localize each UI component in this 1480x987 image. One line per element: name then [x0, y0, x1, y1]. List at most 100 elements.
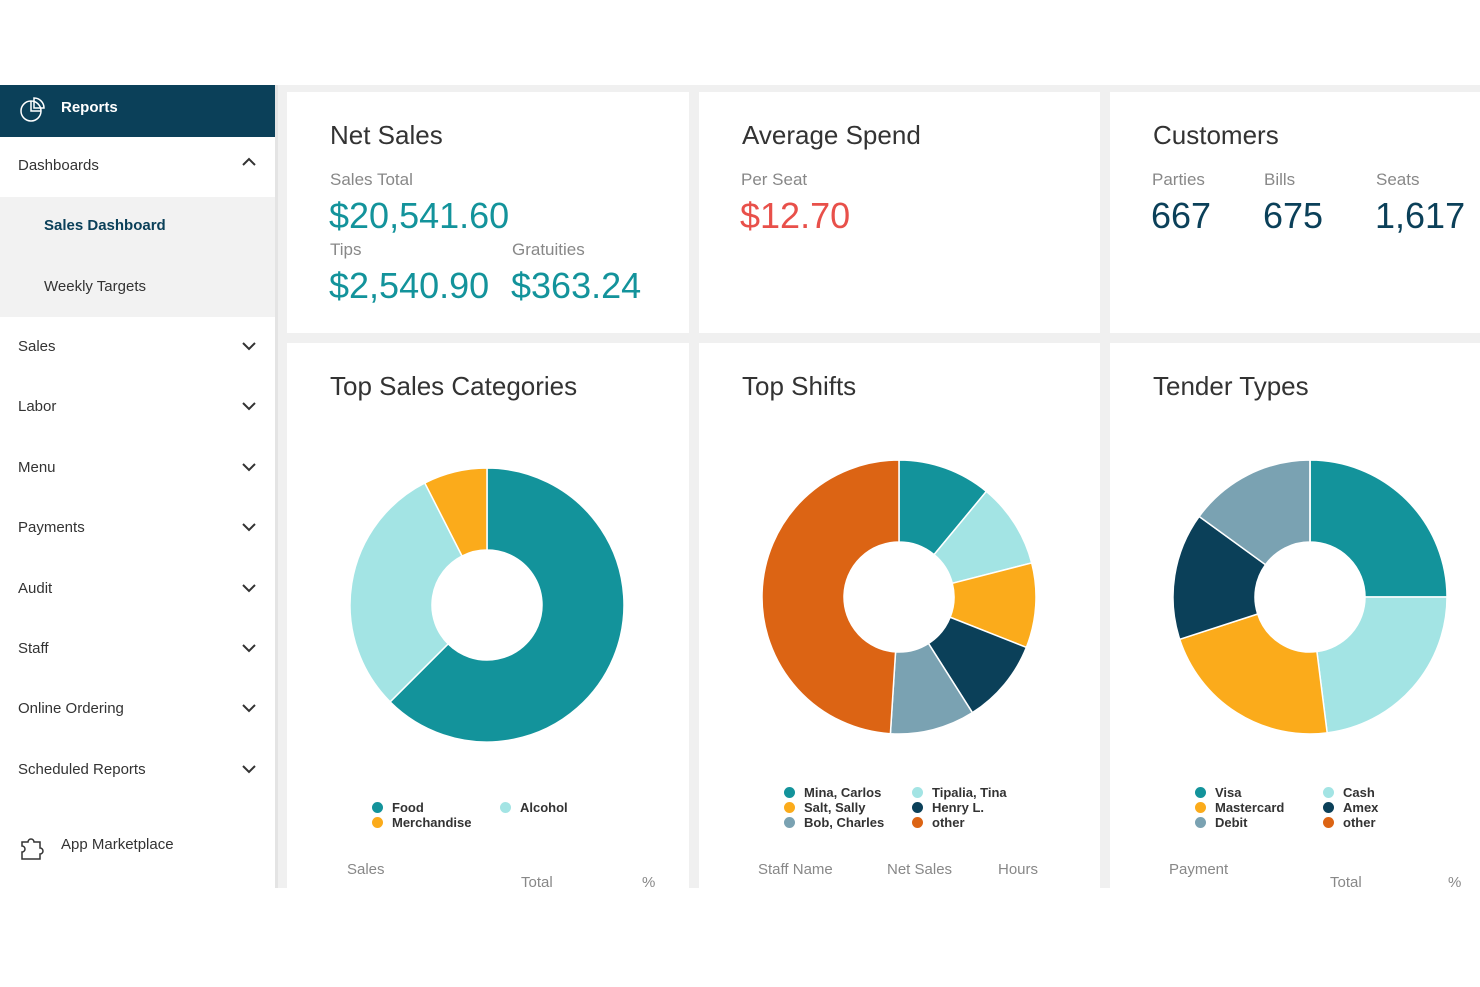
metric-label: Seats: [1376, 170, 1420, 189]
legend: Food Alcohol Merchandise: [372, 800, 628, 830]
chart-card: Top Sales Categories Food Alcohol Merchandi…: [287, 343, 689, 888]
metric-label: Per Seat: [741, 170, 808, 189]
nav-item[interactable]: Sales: [18, 338, 56, 355]
legend-item: Debit: [1195, 815, 1323, 830]
kpi-card: Net Sales Sales Total $20,541.60 Tips $2…: [287, 92, 689, 333]
legend-label: Bob, Charles: [804, 815, 885, 830]
nav-child-active[interactable]: Sales Dashboard: [44, 217, 166, 234]
legend-item: Amex: [1323, 800, 1451, 815]
metric-label: Gratuities: [512, 240, 585, 259]
nav-footer[interactable]: App Marketplace: [61, 836, 174, 853]
donut-slice: [1198, 459, 1311, 566]
chevron-line: [242, 463, 256, 472]
nav-item[interactable]: Dashboards: [18, 157, 99, 174]
metric-value: $363.24: [511, 265, 642, 306]
nav-child[interactable]: Weekly Targets: [44, 278, 146, 295]
metric-label: Parties: [1152, 170, 1205, 189]
legend-swatch: [1195, 817, 1206, 828]
chevron-down: [242, 583, 256, 593]
donut-slice: [389, 467, 625, 743]
legend-item: Mina, Carlos: [784, 785, 912, 800]
legend-label: Tipalia, Tina: [932, 785, 1007, 800]
chevron-line: [242, 583, 256, 593]
legend-label: other: [932, 815, 965, 830]
chevron-line: [242, 765, 256, 774]
chevron-down: [242, 704, 256, 713]
metric-value: 667: [1151, 195, 1212, 236]
column-header: Hours: [998, 861, 1039, 878]
card-title: Tender Types: [1153, 371, 1309, 401]
legend-swatch: [912, 802, 923, 813]
column-header: Net Sales: [887, 861, 953, 878]
card-title: Average Spend: [742, 120, 921, 150]
legend-swatch: [1323, 802, 1334, 813]
column-header: %: [642, 874, 656, 888]
metric-value: $20,541.60: [329, 195, 510, 236]
metric-label: Bills: [1264, 170, 1296, 189]
donut-slice: [1316, 596, 1448, 734]
nav-item[interactable]: Audit: [18, 579, 53, 597]
legend-swatch: [784, 802, 795, 813]
metric-value: 1,617: [1375, 195, 1466, 236]
legend-item: Tipalia, Tina: [912, 785, 1040, 800]
marketplace-icon: [21, 838, 44, 860]
legend: Visa Cash Mastercard Amex Debit other: [1195, 785, 1451, 830]
donut-slice: [423, 467, 488, 558]
donut-slice: [1178, 613, 1329, 735]
legend-label: Amex: [1343, 800, 1379, 815]
legend-item: Salt, Sally: [784, 800, 912, 815]
chevron-down: [242, 463, 256, 472]
sidebar-title: Reports: [61, 99, 118, 116]
submenu: [0, 197, 275, 317]
metric-value: $12.70: [740, 195, 851, 236]
metric-value: $2,540.90: [329, 265, 490, 306]
column-header: Total: [521, 874, 553, 888]
legend-item: Cash: [1323, 785, 1451, 800]
nav-item[interactable]: Scheduled Reports: [18, 760, 146, 778]
legend-swatch: [1323, 817, 1334, 828]
metric-label: Sales Total: [330, 170, 413, 189]
chevron-line: [242, 704, 256, 713]
nav-item[interactable]: Payments: [18, 519, 85, 537]
card-title: Top Shifts: [742, 371, 857, 401]
legend-swatch: [1195, 802, 1206, 813]
metric-label: Tips: [330, 240, 362, 259]
legend-swatch: [1323, 787, 1334, 798]
chevron-line: [242, 342, 256, 351]
chevron-down: [242, 402, 256, 411]
card-title: Customers: [1153, 120, 1279, 150]
metric-value: 675: [1263, 195, 1324, 236]
donut-slice: [1172, 515, 1267, 641]
legend-swatch: [372, 802, 383, 813]
legend-item: Henry L.: [912, 800, 1040, 815]
card-title: Net Sales: [330, 120, 443, 150]
legend-swatch: [372, 817, 383, 828]
legend-item: other: [912, 815, 1040, 830]
legend-swatch: [912, 817, 923, 828]
legend-swatch: [784, 817, 795, 828]
legend-label: Food: [392, 800, 424, 815]
chevron-line: [242, 523, 256, 532]
legend-swatch: [500, 802, 511, 813]
legend-label: other: [1343, 815, 1376, 830]
sidebar-header[interactable]: Reports: [0, 85, 275, 137]
card-title: Top Sales Categories: [330, 371, 578, 401]
nav-item[interactable]: Menu: [18, 458, 56, 476]
legend-label: Cash: [1343, 785, 1375, 800]
kpi-card: Customers Parties 667 Bills 675 Seats 1,…: [1110, 92, 1480, 333]
sidebar: Reports Dashboards Sales Dashboard Weekl…: [0, 85, 278, 888]
app: Reports Dashboards Sales Dashboard Weekl…: [0, 85, 1480, 888]
legend-label: Mastercard: [1215, 800, 1285, 815]
chevron-line: [242, 644, 256, 653]
nav-item[interactable]: Online Ordering: [18, 700, 124, 718]
nav-item[interactable]: Labor: [18, 398, 57, 416]
legend-item: Bob, Charles: [784, 815, 912, 830]
legend-label: Visa: [1215, 785, 1242, 800]
donut-slice: [1309, 459, 1448, 598]
chevron-down: [242, 523, 256, 532]
column-header: Payment: [1169, 861, 1229, 878]
nav-item[interactable]: Staff: [18, 640, 49, 657]
legend-label: Henry L.: [932, 800, 985, 815]
kpi-card: Average Spend Per Seat $12.70: [699, 92, 1100, 333]
